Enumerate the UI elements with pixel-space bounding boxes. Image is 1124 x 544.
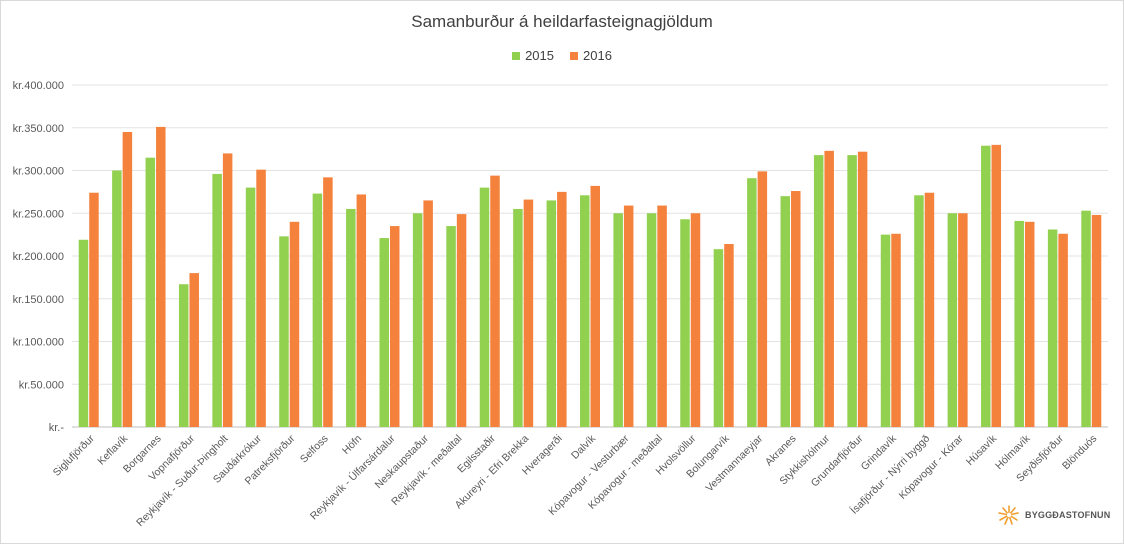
bar-2015 (145, 157, 156, 428)
bar-2016 (1091, 214, 1102, 427)
bar-2015 (446, 226, 456, 427)
bar-2015 (479, 187, 490, 427)
bar-2016 (958, 213, 968, 427)
bar-2015 (780, 196, 791, 427)
byggdastofnun-logo: BYGGÐASTOFNUN (996, 505, 1110, 525)
bar-2015 (813, 155, 824, 428)
bar-2016 (289, 221, 300, 427)
bar-2016 (557, 191, 567, 427)
bar-2016 (256, 169, 266, 427)
bar-2016 (423, 200, 433, 427)
bar-2015 (379, 238, 389, 427)
bar-2015 (112, 170, 122, 427)
bar-2015 (346, 208, 356, 427)
y-tick-label: kr.100.000 (13, 337, 64, 349)
bar-2015 (747, 178, 757, 427)
bar-2016 (523, 199, 534, 427)
bar-2016 (757, 171, 768, 427)
bar-2015 (947, 213, 958, 427)
logo-text: BYGGÐASTOFNUN (1025, 510, 1111, 520)
x-tick-label: Siglufjörður (51, 432, 97, 478)
bar-2016 (222, 153, 233, 427)
bar-2016 (857, 151, 868, 427)
bar-2016 (1024, 221, 1035, 427)
x-tick-label: Kópavogur - Kórar (897, 432, 967, 502)
bar-2016 (456, 214, 467, 427)
bar-2016 (590, 185, 600, 427)
chart-title: Samanburður á heildarfasteignagjöldum (411, 12, 713, 31)
bar-2016 (724, 244, 734, 427)
bar-2016 (991, 144, 1002, 427)
bar-2016 (891, 233, 901, 427)
legend-swatch-2016 (570, 51, 578, 60)
y-tick-label: kr.200.000 (13, 251, 64, 263)
bar-2015 (914, 195, 924, 427)
bar-2016 (189, 273, 199, 427)
bar-2015 (245, 187, 256, 427)
bar-2015 (513, 208, 523, 427)
bar-2016 (657, 205, 667, 427)
bar-2016 (156, 126, 166, 428)
legend-item-2015: 2015 (512, 48, 554, 63)
x-tick-label: Höfn (340, 433, 364, 457)
y-tick-label: kr.150.000 (13, 294, 64, 306)
bar-2015 (847, 155, 857, 428)
bar-2016 (623, 205, 634, 427)
bar-2016 (791, 191, 801, 427)
y-tick-label: kr.300.000 (13, 166, 64, 178)
x-tick-label: Selfoss (298, 433, 331, 466)
y-tick-label: kr.350.000 (13, 123, 64, 135)
x-tick-label: Dalvík (569, 432, 599, 462)
bar-2015 (312, 193, 323, 427)
bar-2015 (580, 195, 590, 427)
bar-2015 (78, 239, 89, 427)
x-tick-label: Blönduós (1060, 433, 1099, 472)
bar-2015 (880, 234, 891, 427)
bar-2015 (680, 219, 690, 427)
bar-2015 (178, 284, 189, 427)
bar-2016 (924, 192, 935, 427)
bar-2015 (613, 213, 623, 427)
bar-2015 (1014, 220, 1024, 427)
bar-2016 (490, 175, 500, 427)
legend-label-2016: 2016 (583, 48, 612, 63)
bar-2015 (981, 145, 991, 427)
bar-2015 (1081, 210, 1091, 427)
bar-2015 (279, 236, 289, 427)
bar-2015 (646, 213, 657, 427)
bar-2015 (412, 213, 423, 427)
bar-2015 (713, 249, 724, 427)
bar-2016 (1058, 233, 1068, 427)
bar-2016 (690, 213, 701, 427)
y-tick-label: kr.400.000 (13, 80, 64, 92)
sunburst-icon (998, 505, 1019, 525)
x-tick-label: Vestmannaeyjar (703, 432, 765, 494)
bar-2015 (1047, 229, 1058, 427)
y-tick-label: kr.250.000 (13, 208, 64, 220)
bar-2016 (122, 132, 133, 427)
bar-2016 (356, 194, 367, 427)
bar-2015 (212, 173, 222, 427)
bar-2016 (89, 192, 99, 427)
bar-2016 (824, 150, 834, 427)
bar-2015 (546, 200, 557, 427)
legend: 2015 2016 (0, 48, 1124, 63)
y-tick-label: kr.50.000 (19, 379, 64, 391)
legend-swatch-2015 (512, 51, 521, 60)
legend-label-2015: 2015 (525, 48, 554, 63)
y-tick-label: kr.- (49, 422, 65, 434)
legend-item-2016: 2016 (570, 48, 612, 63)
bar-2016 (389, 226, 400, 427)
bar-2016 (323, 177, 333, 427)
